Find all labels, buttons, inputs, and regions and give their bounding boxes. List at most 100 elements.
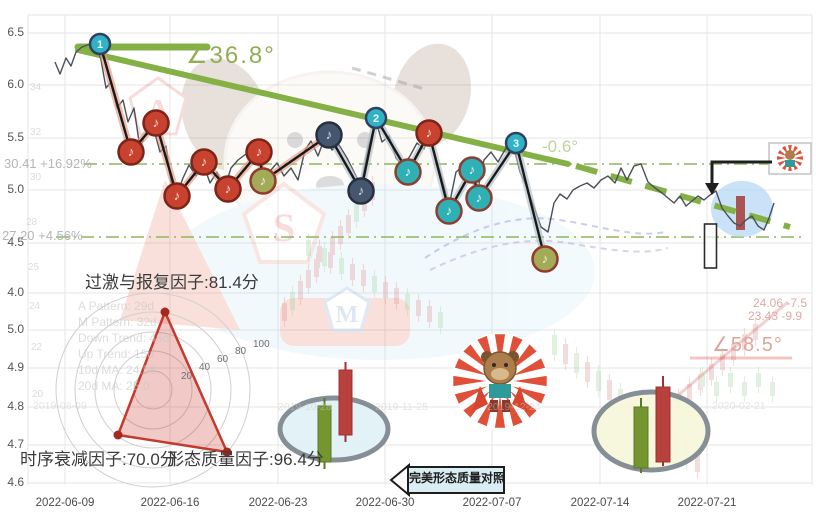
radar-ring <box>74 311 232 469</box>
pattern-marker <box>347 177 375 205</box>
level-label-high: 30.41 +16.92% <box>4 156 92 171</box>
pattern-marker <box>142 109 170 137</box>
ray-mascot-body <box>489 384 511 398</box>
pattern-marker-glyph: 2 <box>373 113 379 125</box>
pattern-marker <box>435 197 463 225</box>
comparison-candle-groups <box>277 362 711 473</box>
comparison-candle-body <box>655 386 671 463</box>
y-axis-label-sub: 4.9 <box>7 360 24 374</box>
radar-ring <box>94 331 212 449</box>
angle-label-right: ∠58.5° <box>712 334 783 356</box>
pattern-marker <box>465 184 493 212</box>
highlight-region <box>703 181 773 269</box>
y-axis-label-main: 5.5 <box>7 130 24 144</box>
y-axis-label-main: 4.5 <box>7 235 24 249</box>
faint-legend-line: Up Trend: 15d <box>78 347 155 361</box>
pattern-marker <box>315 121 343 149</box>
comparison-candle-body <box>338 369 353 436</box>
right-level-label-1: 24.06 -7.5 <box>753 296 808 310</box>
comparison-ellipse <box>591 389 711 473</box>
faint-axis-number: 34 <box>30 82 42 93</box>
x-axis-date-label: 2022-06-23 <box>248 497 308 509</box>
y-axis-label-sub: 4.8 <box>7 399 24 413</box>
faint-date-label: 2019-08-09 <box>33 400 87 412</box>
radar-tick-label: 20 <box>181 371 193 382</box>
radar-vertex <box>113 430 123 440</box>
pattern-marker-glyph: ♪ <box>542 251 549 266</box>
pattern-marker-glyph: 1 <box>97 39 103 51</box>
radar-tick-label: 40 <box>199 362 211 373</box>
pattern-marker-glyph: ♪ <box>174 188 181 203</box>
downtrend-line-dashed <box>575 163 791 230</box>
y-axis-label-main: 5.0 <box>7 182 24 196</box>
pattern-marker-glyph: ♪ <box>469 162 476 177</box>
pattern-marker-glyph: ♪ <box>446 203 453 218</box>
radar-ring <box>55 292 251 488</box>
pattern-marker-glyph: ♪ <box>153 115 160 130</box>
pattern-marker-glyph: ♪ <box>476 190 483 205</box>
y-axis-label-main: 6.0 <box>7 77 24 91</box>
faint-legend-line: 20d MA: 25.0 <box>78 379 150 393</box>
angle-label-main: ∠36.8° <box>186 42 276 69</box>
y-axis-label-sub: 4.6 <box>7 475 24 489</box>
hollow-highlight-bar <box>703 223 718 269</box>
faint-legend-line: 10d MA: 24.56 <box>78 363 157 377</box>
pattern-marker <box>415 119 443 147</box>
radar-vertex <box>160 307 170 317</box>
x-axis-date-label: 2022-07-14 <box>570 497 630 509</box>
x-axis-date-label: 2022-06-09 <box>35 497 95 509</box>
faint-legend-line: Down Trend: 46d <box>78 331 170 345</box>
comparison-ellipse <box>277 395 391 463</box>
pointer-arrow <box>705 160 772 195</box>
faint-axis-number: 24 <box>29 301 41 312</box>
pattern-marker-glyph: ♪ <box>256 144 263 159</box>
radar-chart <box>55 292 251 488</box>
faint-date-label: 2019-10-28 <box>278 401 332 413</box>
pattern-marker-glyph: ♪ <box>260 173 267 188</box>
gridlines <box>27 14 813 485</box>
x-axis-date-label: 2022-06-16 <box>140 497 200 509</box>
faint-axis-number: 25 <box>28 262 40 273</box>
pattern-marker <box>88 32 112 56</box>
pattern-marker <box>190 148 218 176</box>
faint-axis-number: 30 <box>30 172 42 183</box>
pattern-marker-glyph: ♪ <box>128 144 135 159</box>
pattern-marker-glyph: ♪ <box>201 154 208 169</box>
pattern-marker <box>531 245 559 273</box>
pattern-marker <box>163 182 191 210</box>
background-annotation-lines <box>351 66 792 416</box>
radar-tick-label: 100 <box>253 339 270 350</box>
radar-tick-label: 80 <box>235 346 247 357</box>
factor-overreaction: 过激与报复因子:81.4分 <box>85 273 259 292</box>
level-label-low: 27.20 +4.56% <box>2 228 83 243</box>
pattern-marker <box>117 138 145 166</box>
faint-date-label: 2019-12-24 <box>487 401 541 413</box>
radar-ring <box>113 350 193 430</box>
x-axis-date-label: 2022-06-30 <box>355 497 415 509</box>
right-level-label-2: 23.43 -9.9 <box>748 309 803 323</box>
pattern-marker-glyph: ♪ <box>358 183 365 198</box>
radar-polygon <box>116 310 229 454</box>
y-axis-label-sub: 4.7 <box>7 437 24 451</box>
x-axis-date-label: 2022-07-21 <box>677 497 737 509</box>
radar-vertex <box>222 447 232 457</box>
ray-mascot <box>452 333 548 429</box>
comparison-tag-label: 完美形态质量对照 <box>409 471 506 485</box>
y-axis-label-sub: 5.0 <box>7 322 24 336</box>
pattern-marker-glyph: 3 <box>513 138 519 150</box>
pattern-marker-glyph: ♪ <box>225 181 232 196</box>
highlight-candle <box>736 196 745 230</box>
comparison-candle-body <box>317 405 332 463</box>
faint-axis-number: 22 <box>31 342 43 353</box>
y-axis-label-main: 6.5 <box>7 25 24 39</box>
pattern-marker <box>504 131 528 155</box>
comparison-tag-shape <box>389 462 505 498</box>
faint-legend-line: M Pattern: 32d <box>78 315 157 329</box>
factor-decay: 时序衰减因子:70.0分 <box>20 450 177 469</box>
mini-mascot-box <box>768 142 812 175</box>
pattern-marker <box>245 138 273 166</box>
x-axis-date-label: 2022-07-07 <box>462 497 522 509</box>
faint-axis-number: 20 <box>32 389 44 400</box>
